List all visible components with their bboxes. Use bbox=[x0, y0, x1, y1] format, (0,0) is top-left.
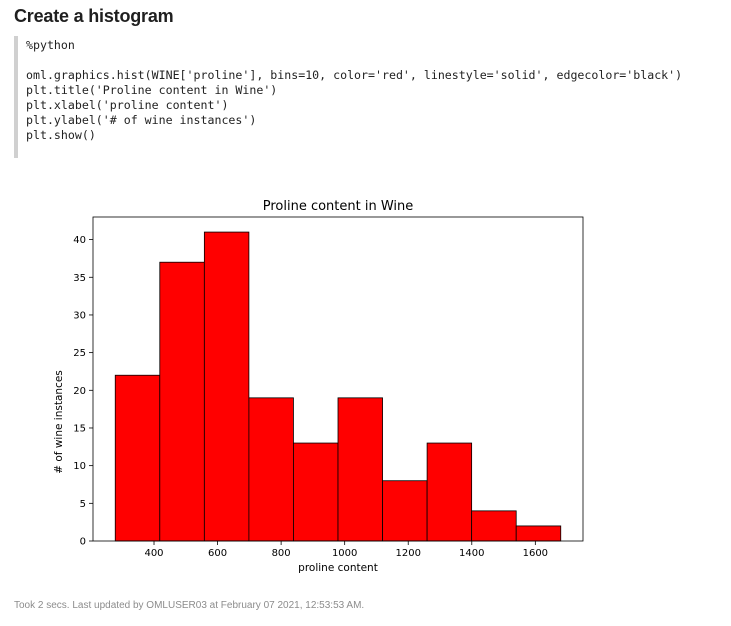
histogram-chart: Proline content in Wine 400 600 800 1000 120… bbox=[40, 190, 600, 580]
code-line: %python bbox=[26, 38, 75, 52]
histogram-bar bbox=[293, 442, 339, 542]
y-tick-label: 40 bbox=[73, 235, 86, 246]
chart-canvas: Proline content in Wine 400 600 800 1000 120… bbox=[53, 199, 584, 574]
y-axis-label: # of wine instances bbox=[53, 370, 65, 474]
axes-frame bbox=[92, 216, 584, 542]
y-axis-ticks: 0 5 10 15 20 25 30 35 40 bbox=[73, 235, 93, 548]
code-line: plt.title('Proline content in Wine') bbox=[26, 83, 278, 97]
histogram-bar bbox=[203, 231, 250, 542]
code-editor[interactable]: %python oml.graphics.hist(WINE['proline'… bbox=[14, 36, 718, 158]
y-tick-label: 20 bbox=[73, 386, 86, 397]
histogram-bar bbox=[159, 261, 205, 542]
x-axis-label: proline content bbox=[298, 562, 378, 574]
x-tick-label: 1000 bbox=[332, 548, 357, 559]
code-line: plt.ylabel('# of wine instances') bbox=[26, 113, 257, 127]
histogram-bar bbox=[337, 397, 383, 542]
histogram-bar bbox=[515, 525, 562, 542]
bars-group bbox=[114, 231, 562, 542]
paragraph-title: Create a histogram bbox=[14, 6, 174, 26]
histogram-bar bbox=[382, 480, 428, 542]
y-tick-label: 5 bbox=[80, 499, 86, 510]
y-tick-label: 10 bbox=[73, 461, 86, 472]
x-tick-label: 1400 bbox=[459, 548, 484, 559]
code-line: plt.show() bbox=[26, 128, 96, 142]
code-line: plt.xlabel('proline content') bbox=[26, 98, 229, 112]
y-tick-label: 0 bbox=[80, 537, 86, 548]
histogram-bar bbox=[426, 442, 473, 542]
x-tick-label: 1600 bbox=[523, 548, 548, 559]
x-tick-label: 600 bbox=[208, 548, 227, 559]
y-tick-label: 15 bbox=[73, 423, 86, 434]
y-tick-label: 35 bbox=[73, 273, 86, 284]
x-tick-label: 800 bbox=[272, 548, 291, 559]
code-line: oml.graphics.hist(WINE['proline'], bins=… bbox=[26, 68, 683, 82]
x-tick-label: 400 bbox=[144, 548, 163, 559]
histogram-bar bbox=[114, 374, 161, 542]
histogram-bar bbox=[471, 510, 517, 542]
y-tick-label: 30 bbox=[73, 310, 86, 321]
histogram-bar bbox=[248, 397, 294, 542]
chart-title: Proline content in Wine bbox=[263, 199, 414, 214]
x-tick-label: 1200 bbox=[396, 548, 421, 559]
x-axis-ticks: 400 600 800 1000 1200 1400 1600 bbox=[144, 541, 548, 559]
status-footer: Took 2 secs. Last updated by OMLUSER03 a… bbox=[14, 600, 365, 611]
y-tick-label: 25 bbox=[73, 348, 86, 359]
